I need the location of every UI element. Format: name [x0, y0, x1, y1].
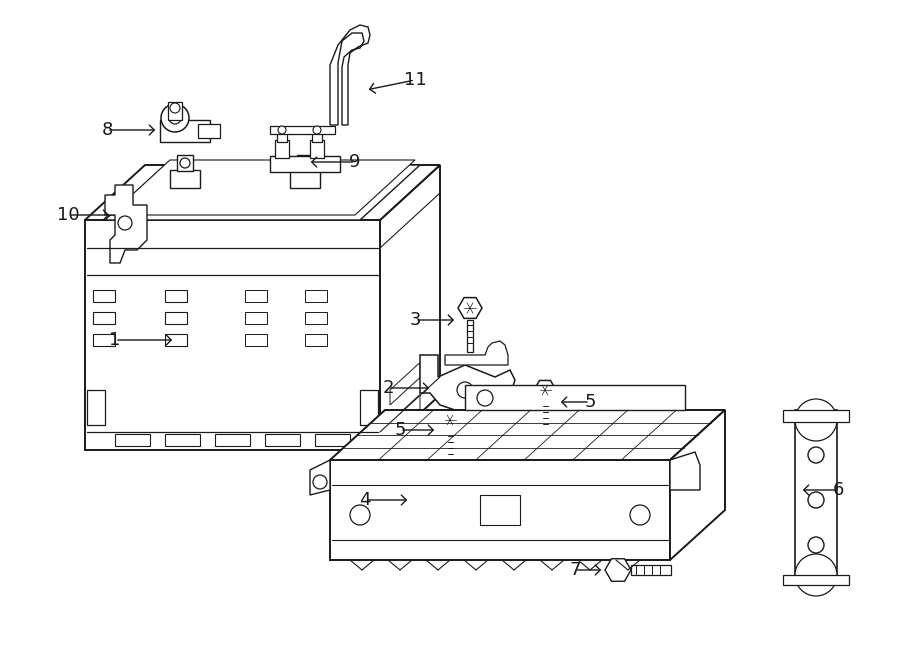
- Bar: [270, 156, 340, 172]
- Bar: [467, 320, 473, 352]
- Bar: [115, 434, 150, 446]
- Polygon shape: [110, 160, 415, 215]
- Polygon shape: [85, 165, 440, 220]
- Bar: [87, 390, 105, 425]
- Bar: [168, 102, 182, 120]
- Bar: [310, 140, 324, 158]
- Bar: [93, 290, 115, 302]
- Polygon shape: [445, 341, 508, 365]
- Bar: [165, 334, 187, 346]
- Polygon shape: [420, 355, 515, 420]
- Bar: [93, 312, 115, 324]
- Bar: [270, 126, 335, 134]
- Circle shape: [313, 475, 327, 489]
- Circle shape: [808, 537, 824, 553]
- Bar: [245, 312, 267, 324]
- Bar: [165, 434, 200, 446]
- Polygon shape: [670, 410, 725, 560]
- Circle shape: [795, 554, 837, 596]
- Bar: [631, 565, 671, 575]
- Circle shape: [170, 103, 180, 113]
- Bar: [480, 495, 520, 525]
- Text: 8: 8: [102, 121, 112, 139]
- Circle shape: [313, 126, 321, 134]
- Bar: [165, 290, 187, 302]
- Text: 6: 6: [832, 481, 843, 499]
- Bar: [245, 334, 267, 346]
- Text: 11: 11: [403, 71, 427, 89]
- Polygon shape: [330, 410, 725, 460]
- Bar: [290, 170, 320, 188]
- Bar: [312, 128, 322, 142]
- Bar: [277, 128, 287, 142]
- Polygon shape: [458, 298, 482, 318]
- Bar: [305, 312, 327, 324]
- Text: 5: 5: [584, 393, 596, 411]
- Bar: [160, 120, 210, 142]
- Polygon shape: [330, 25, 370, 125]
- Bar: [265, 434, 300, 446]
- Polygon shape: [105, 185, 147, 263]
- Circle shape: [300, 158, 310, 168]
- Circle shape: [808, 492, 824, 508]
- Circle shape: [118, 216, 132, 230]
- Text: 2: 2: [382, 379, 394, 397]
- Bar: [297, 155, 313, 171]
- Circle shape: [630, 505, 650, 525]
- Polygon shape: [605, 559, 631, 581]
- Bar: [165, 312, 187, 324]
- Polygon shape: [330, 460, 670, 560]
- Text: 9: 9: [349, 153, 361, 171]
- Polygon shape: [465, 385, 685, 410]
- Polygon shape: [310, 460, 330, 495]
- Bar: [177, 155, 193, 171]
- Circle shape: [278, 126, 286, 134]
- Text: 4: 4: [359, 491, 371, 509]
- Bar: [275, 140, 289, 158]
- Bar: [215, 434, 250, 446]
- Bar: [305, 290, 327, 302]
- Bar: [360, 390, 378, 425]
- Bar: [305, 334, 327, 346]
- Circle shape: [808, 447, 824, 463]
- Polygon shape: [390, 363, 420, 405]
- Circle shape: [161, 104, 189, 132]
- Text: 10: 10: [57, 206, 79, 224]
- Circle shape: [795, 399, 837, 441]
- Circle shape: [457, 382, 473, 398]
- Bar: [245, 290, 267, 302]
- Circle shape: [350, 505, 370, 525]
- Bar: [93, 334, 115, 346]
- Circle shape: [169, 112, 181, 124]
- Text: 5: 5: [394, 421, 406, 439]
- Bar: [315, 434, 350, 446]
- Polygon shape: [439, 410, 461, 430]
- Bar: [198, 124, 220, 138]
- Polygon shape: [795, 410, 837, 585]
- Polygon shape: [380, 165, 440, 450]
- Bar: [170, 170, 200, 188]
- Bar: [543, 401, 547, 429]
- Bar: [783, 410, 849, 422]
- Polygon shape: [105, 165, 420, 220]
- Text: 3: 3: [410, 311, 421, 329]
- Circle shape: [477, 390, 493, 406]
- Polygon shape: [534, 381, 556, 400]
- Bar: [783, 575, 849, 585]
- Text: 7: 7: [569, 561, 580, 579]
- Polygon shape: [390, 395, 420, 437]
- Bar: [447, 431, 453, 459]
- Bar: [85, 220, 380, 450]
- Text: 1: 1: [109, 331, 121, 349]
- Circle shape: [180, 158, 190, 168]
- Polygon shape: [670, 452, 700, 490]
